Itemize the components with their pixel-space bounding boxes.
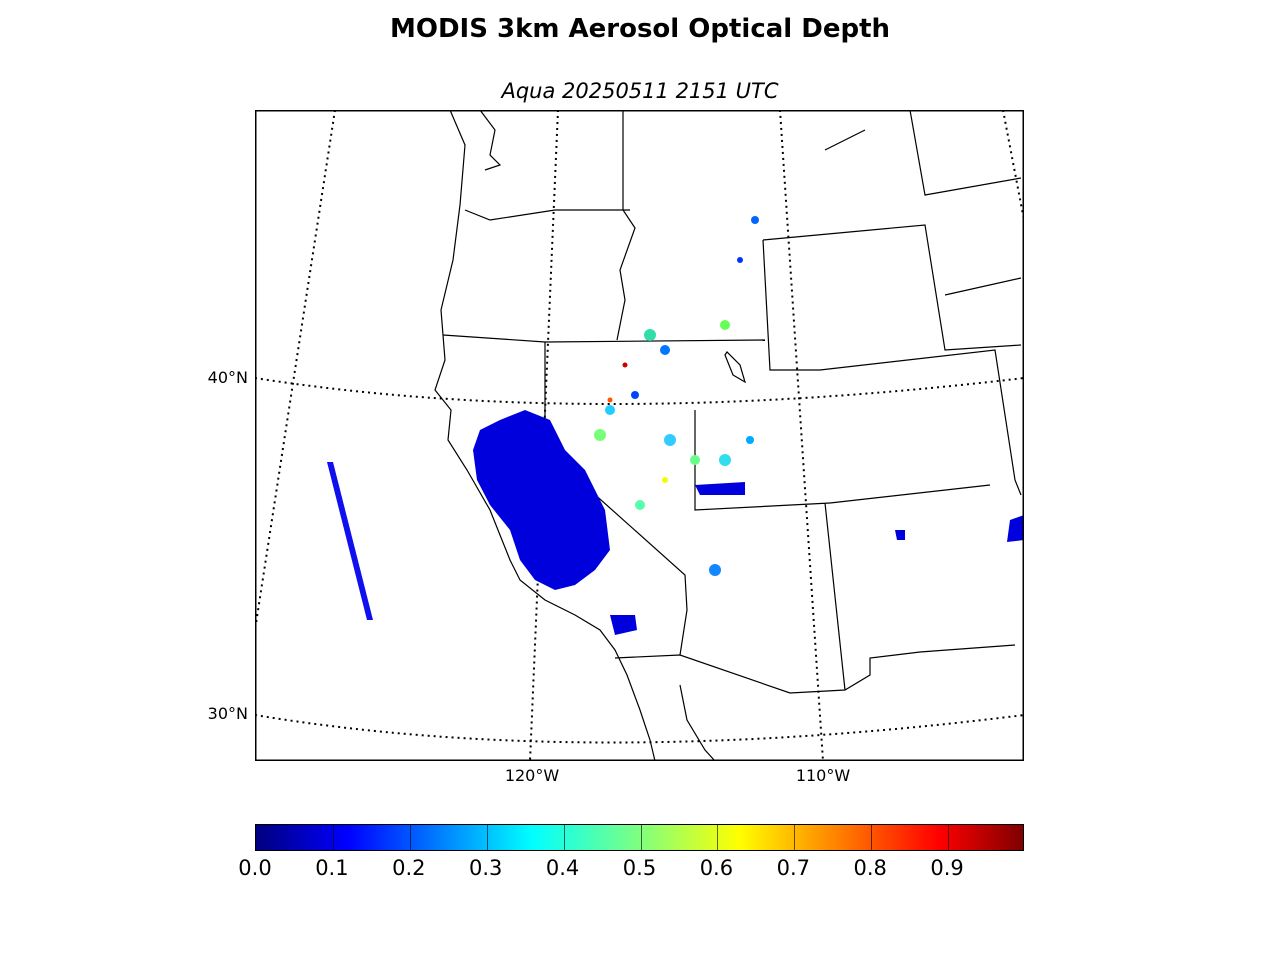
colorbar-tick <box>717 825 719 850</box>
california-nevada-border <box>544 342 688 656</box>
great-salt-lake <box>724 351 747 384</box>
montana-wyoming-border <box>762 224 1022 351</box>
plot-title: MODIS 3km Aerosol Optical Depth <box>389 14 891 44</box>
colorbar-tick-label: 0.3 <box>468 856 503 880</box>
pacific-coastline <box>434 110 656 761</box>
longitude-line-110w <box>779 110 824 761</box>
aod-track-offshore <box>327 462 373 620</box>
colorbar-tick <box>948 825 950 850</box>
aod-scatter-interior <box>594 216 759 576</box>
oregon-california-border <box>442 334 546 343</box>
colorbar-tick <box>332 825 334 850</box>
longitude-line-100w <box>1002 110 1024 221</box>
wyoming-colorado-border <box>762 239 1022 496</box>
aod-swath-california <box>473 410 1024 635</box>
colorbar-tick <box>486 825 488 850</box>
colorbar-tick <box>871 825 873 850</box>
aod-map <box>255 110 1024 761</box>
map-border <box>255 110 1024 761</box>
lat-label-30n: 30°N <box>207 704 248 723</box>
lon-label-110w: 110°W <box>795 766 851 785</box>
colorbar-tick <box>794 825 796 850</box>
colorbar-tick-label: 0.5 <box>622 856 657 880</box>
idaho-border <box>616 110 636 341</box>
nevada-idaho-utah-border <box>544 339 766 343</box>
colorbar-tick <box>640 825 642 850</box>
puget-sound <box>479 110 502 171</box>
nebraska-kansas-border <box>944 277 1022 296</box>
map-background <box>255 110 1024 761</box>
oregon-washington-border <box>464 209 630 221</box>
colorbar-tick <box>563 825 565 850</box>
lon-label-120w: 120°W <box>504 766 560 785</box>
colorbar-tick-label: 0.7 <box>776 856 810 880</box>
arizona-newmexico-border <box>824 502 846 691</box>
colorado-newmexico-border <box>829 484 991 504</box>
latitude-line-30n <box>255 714 1024 744</box>
map-boundaries <box>434 110 1022 761</box>
colorbar-tick-label: 0.8 <box>853 856 887 880</box>
colorbar <box>255 824 1024 851</box>
dakota-border <box>909 110 1022 196</box>
us-mexico-border <box>614 644 1016 694</box>
colorbar-tick-label: 0.2 <box>392 856 426 880</box>
colorbar-tick-label: 0.4 <box>545 856 580 880</box>
colorbar-tick-label: 0.0 <box>238 856 272 880</box>
plot-subtitle: Aqua 20250511 2151 UTC <box>501 79 779 103</box>
baja-gulf-coast <box>679 684 716 761</box>
lat-label-40n: 40°N <box>207 368 248 387</box>
colorbar-tick-label: 0.1 <box>315 856 349 880</box>
colorbar-tick-label: 0.6 <box>699 856 734 880</box>
utah-arizona-border <box>694 410 831 511</box>
longitude-line-130w <box>255 110 336 631</box>
colorbar-tick-label: 0.9 <box>930 856 964 880</box>
colorbar-tick <box>409 825 411 850</box>
lake-superior-shore <box>824 129 866 151</box>
latitude-line-40n <box>255 377 1024 405</box>
